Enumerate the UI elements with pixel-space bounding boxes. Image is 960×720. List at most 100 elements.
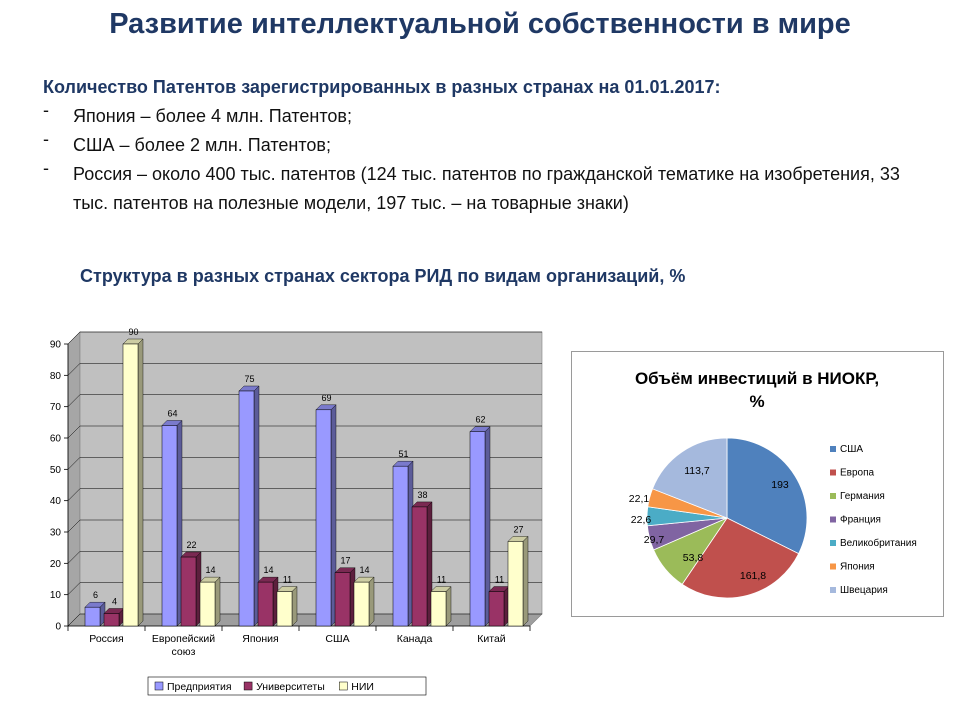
bar-group [103,607,125,627]
y-tick-label: 80 [50,371,62,382]
data-label: 27 [513,524,523,534]
bar [469,431,486,627]
data-label: 11 [283,575,292,585]
data-label: 14 [359,565,369,575]
bar-group [430,586,452,627]
bar-group [411,501,433,627]
pie-data-label: 53,8 [683,552,704,564]
bar-group [161,419,183,627]
bar-group [199,576,221,627]
data-label: 69 [321,393,331,403]
x-tick-label: Европейский союз [152,633,215,658]
bar-side [214,576,221,627]
bar-group [353,576,375,627]
grid-line [67,394,542,407]
pie-chart-panel: Объём инвестиций в НИОКР,% 193 161,8 53,8 29… [571,351,944,617]
legend-label: НИИ [351,681,374,693]
list-item-text: США – более 2 млн. Патентов; [73,135,331,155]
legend-label: Университеты [256,681,325,693]
bar-group [469,426,491,627]
legend-swatch [830,469,836,476]
list-item: - Россия – около 400 тыс. патентов (124 т… [43,158,903,218]
bar-group [315,404,337,627]
chart-legend: Предприятия Университеты НИИ [147,676,427,696]
pie-slice [681,517,800,599]
bar [392,465,409,627]
x-tick-label: Китай [477,633,506,645]
legend-label: Европа [840,468,875,479]
list-item: - США – более 2 млн. Патентов; [43,129,903,160]
bar-group [122,338,144,627]
x-tick-label: США [325,633,349,645]
bar-side [137,338,144,627]
bar [488,591,505,627]
bar [84,606,101,627]
y-tick-label: 90 [50,340,62,351]
patents-list: - Япония – более 4 млн. Патентов; - США – … [43,100,903,218]
data-label: 4 [112,596,117,606]
bullet-marker: - [43,100,49,120]
pie-data-label: 113,7 [684,465,710,477]
legend-label: Франция [840,515,881,526]
bar [334,572,351,627]
y-tick-label: 20 [50,559,62,570]
bar [353,581,370,627]
bar-group [334,567,356,627]
legend-box [147,676,427,696]
grid-line [67,519,542,533]
y-tick-label: 40 [50,496,62,507]
legend-swatch [830,493,836,499]
y-tick-label: 0 [55,622,61,633]
bullet-marker: - [43,158,49,178]
page-title: Развитие интеллектуальной собственности … [109,8,851,40]
data-label: 17 [340,556,350,566]
bar [238,390,255,627]
x-tick-label: Япония [242,633,278,645]
legend-swatch [830,516,836,523]
legend-label: Германия [840,491,885,502]
y-tick-label: 60 [50,434,62,445]
pie-data-label: 22,6 [631,514,652,526]
patents-heading: Количество Патентов зарегистрированных в… [43,77,721,97]
y-tick-label: 30 [50,528,62,539]
pie-data-label: 161,8 [740,570,766,582]
legend-label: Предприятия [167,681,232,693]
data-label: 22 [186,540,196,550]
pie-title: Объём инвестиций в НИОКР,% [635,369,879,411]
bar [161,425,178,627]
legend-swatch [154,681,164,691]
bar-group [180,551,202,627]
grid-line [67,582,542,595]
legend-label: Япония [840,562,875,573]
bar-side [291,586,298,627]
legend-swatch [830,563,836,570]
legend-swatch [830,540,836,546]
pie-data-label: 22,1 [629,493,650,505]
pie-data-label: 29,7 [644,534,665,546]
legend-label: Великобритания [840,537,917,549]
data-label: 14 [205,565,215,575]
list-item: - Япония – более 4 млн. Патентов; [43,100,903,131]
y-tick-label: 50 [50,465,62,476]
bar [122,343,139,627]
data-label: 6 [93,590,98,600]
pie-slice [652,437,728,519]
data-label: 38 [417,490,427,500]
bar [276,591,293,627]
y-tick-label: 70 [50,402,62,413]
x-tick-label: Канада [397,633,433,645]
data-label: 14 [263,565,273,575]
grid-line [67,613,542,627]
bar [103,613,120,627]
bar-group [257,576,279,627]
bar-chart: 0102030405060708090Россия6490Европейский… [50,327,543,696]
data-label: 51 [398,449,408,459]
bar-group [238,385,260,627]
data-label: 62 [475,415,485,425]
grid-line [67,488,542,501]
data-label: 75 [244,374,254,384]
bar-side [522,535,529,627]
data-label: 11 [437,575,446,585]
structure-title: Структура в разных странах сектора РИД п… [80,266,686,286]
bar [257,581,274,627]
